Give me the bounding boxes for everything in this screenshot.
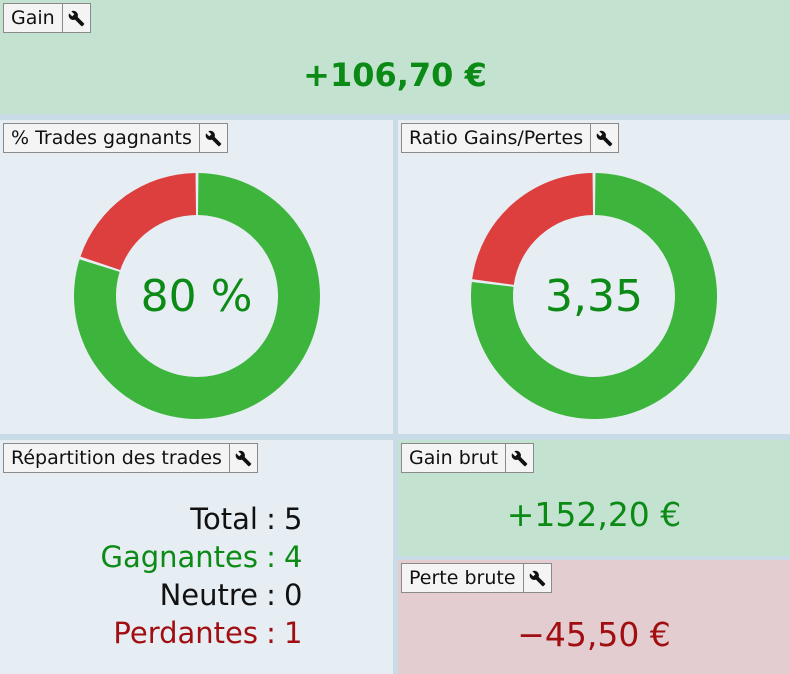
gross-loss-value: −45,50 €: [517, 615, 671, 654]
gross-loss-panel: Perte brute −45,50 €: [398, 560, 790, 674]
gross-gain-settings-button[interactable]: [506, 444, 533, 472]
donut-win-segment: [73, 173, 320, 419]
gross-gain-panel: Gain brut +152,20 €: [398, 440, 790, 556]
ratio-panel: Ratio Gains/Pertes 3,35: [398, 120, 790, 434]
win-pct-donut: 80 %: [73, 172, 321, 420]
gross-gain-value: +152,20 €: [506, 495, 682, 534]
wrench-icon: [511, 450, 528, 466]
win-pct-title: % Trades gagnants: [4, 124, 200, 152]
distribution-settings-button[interactable]: [230, 444, 257, 472]
ratio-settings-button[interactable]: [591, 124, 618, 152]
gain-panel: Gain +106,70 €: [0, 0, 790, 114]
dist-separator: :: [266, 578, 276, 612]
distribution-header: Répartition des trades: [3, 443, 258, 473]
gross-loss-settings-button[interactable]: [524, 564, 551, 592]
dist-row-total: Total : 5: [0, 500, 393, 538]
dist-label: Total: [190, 502, 258, 536]
dist-value: 0: [284, 578, 303, 612]
wrench-icon: [596, 130, 613, 146]
dist-label: Perdantes: [113, 616, 258, 650]
dist-separator: :: [266, 616, 276, 650]
donut-loss-segment: [472, 173, 594, 285]
donut-win-segment: [471, 173, 717, 419]
dist-separator: :: [266, 540, 276, 574]
win-pct-settings-button[interactable]: [200, 124, 227, 152]
ratio-header: Ratio Gains/Pertes: [401, 123, 620, 153]
gain-settings-button[interactable]: [63, 4, 90, 32]
dist-label: Neutre: [159, 578, 258, 612]
gross-gain-header: Gain brut: [401, 443, 535, 473]
dist-value: 4: [284, 540, 303, 574]
dist-value: 5: [284, 502, 303, 536]
wrench-icon: [205, 130, 222, 146]
gain-title: Gain: [4, 4, 63, 32]
dist-separator: :: [266, 502, 276, 536]
win-pct-panel: % Trades gagnants 80 %: [0, 120, 393, 434]
dist-row-winning: Gagnantes : 4: [0, 538, 393, 576]
donut-loss-segment: [79, 173, 196, 271]
gain-value: +106,70 €: [303, 56, 487, 94]
gain-header: Gain: [3, 3, 91, 33]
dist-row-neutral: Neutre : 0: [0, 576, 393, 614]
gross-gain-title: Gain brut: [402, 444, 507, 472]
wrench-icon: [529, 570, 545, 586]
gross-loss-header: Perte brute: [401, 563, 552, 593]
distribution-panel: Répartition des trades Total : 5 Gagnant…: [0, 440, 393, 674]
dist-value: 1: [284, 616, 303, 650]
gross-loss-title: Perte brute: [402, 564, 524, 592]
win-pct-center-value: 80 %: [140, 270, 253, 322]
dist-label: Gagnantes: [100, 540, 258, 574]
ratio-center-value: 3,35: [545, 270, 643, 322]
wrench-icon: [235, 450, 252, 466]
ratio-donut: 3,35: [470, 172, 718, 420]
wrench-icon: [68, 10, 84, 26]
distribution-title: Répartition des trades: [4, 444, 230, 472]
win-pct-header: % Trades gagnants: [3, 123, 228, 153]
dist-row-losing: Perdantes : 1: [0, 614, 393, 652]
distribution-list: Total : 5 Gagnantes : 4 Neutre : 0 Perda…: [0, 500, 393, 652]
ratio-title: Ratio Gains/Pertes: [402, 124, 592, 152]
